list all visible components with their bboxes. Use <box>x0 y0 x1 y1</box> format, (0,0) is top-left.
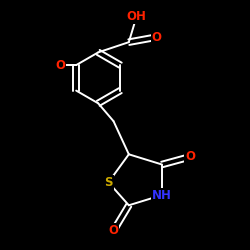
Text: OH: OH <box>126 10 146 23</box>
Text: S: S <box>104 176 113 189</box>
Text: NH: NH <box>152 188 172 202</box>
Text: O: O <box>185 150 195 163</box>
Text: O: O <box>55 58 65 71</box>
Text: O: O <box>108 224 118 237</box>
Text: O: O <box>152 30 162 44</box>
